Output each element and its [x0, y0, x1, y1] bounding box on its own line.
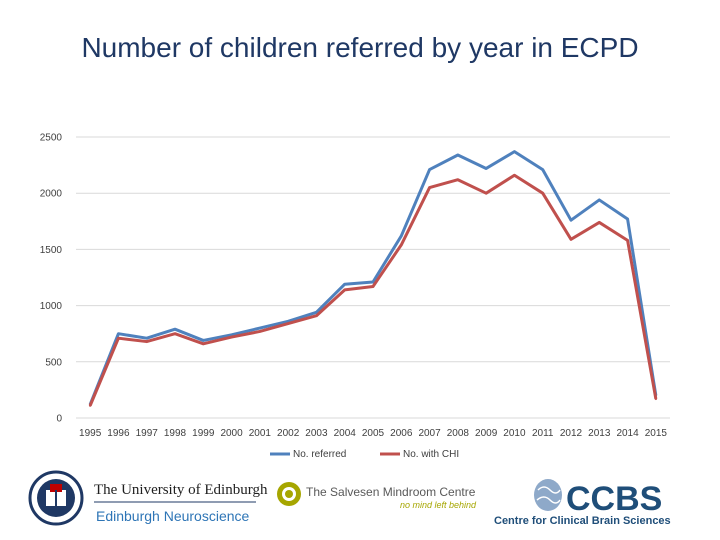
x-tick-label: 1999 [192, 428, 215, 439]
x-tick-label: 1996 [107, 428, 130, 439]
data-point [145, 340, 148, 343]
x-tick-label: 2003 [305, 428, 328, 439]
ccbs-full-name: Centre for Clinical Brain Sciences [494, 515, 671, 527]
y-tick-label: 1500 [40, 245, 63, 256]
salvesen-tagline: no mind left behind [400, 500, 477, 510]
x-tick-label: 2011 [532, 428, 554, 439]
data-point [315, 311, 318, 314]
data-point [258, 326, 262, 330]
data-point [258, 330, 262, 333]
edinburgh-crest-icon [28, 470, 84, 526]
chart-title: Number of children referred by year in E… [81, 32, 639, 63]
salvesen-logo-icon [277, 482, 301, 506]
x-tick-label: 2001 [249, 428, 272, 439]
data-point [371, 285, 375, 288]
y-tick-label: 1000 [40, 301, 63, 312]
gridlines [76, 136, 670, 419]
legend-label: No. referred [293, 449, 346, 460]
data-point [541, 168, 544, 171]
y-tick-label: 2000 [40, 189, 63, 200]
logo-strip: The University of Edinburgh Edinburgh Ne… [28, 470, 671, 527]
brain-icon [534, 479, 562, 511]
data-point [117, 336, 120, 340]
x-tick-label: 2015 [645, 428, 668, 439]
x-tick-label: 2013 [588, 428, 611, 439]
data-point [626, 217, 629, 221]
data-point [173, 332, 177, 335]
data-point [400, 243, 403, 247]
data-point [513, 174, 516, 177]
data-point [428, 168, 431, 171]
data-point [202, 339, 205, 342]
data-point [145, 336, 148, 340]
data-point [569, 218, 573, 222]
series-line-no-referred [88, 150, 658, 406]
series-lines [88, 150, 658, 407]
x-tick-label: 1995 [79, 428, 102, 439]
data-point [173, 328, 177, 331]
edinburgh-neuroscience-name: Edinburgh Neuroscience [96, 508, 250, 524]
data-point [484, 167, 488, 170]
y-tick-label: 500 [45, 357, 62, 368]
x-tick-label: 2008 [447, 428, 470, 439]
x-tick-label: 2002 [277, 428, 300, 439]
data-point [513, 150, 516, 153]
y-axis-ticks: 0 500 1000 1500 2000 2500 [40, 133, 63, 425]
data-point [230, 335, 233, 339]
data-point [598, 221, 601, 224]
edinburgh-university-name: The University of Edinburgh [94, 482, 268, 498]
ccbs-acronym: CCBS [566, 480, 662, 518]
data-point [88, 404, 92, 407]
x-tick-label: 2005 [362, 428, 385, 439]
data-point [626, 239, 629, 242]
y-tick-label: 0 [56, 414, 62, 425]
data-point [569, 238, 573, 241]
x-tick-label: 1998 [164, 428, 187, 439]
x-axis-ticks: 1995 1996 1997 1998 1999 2000 2001 2002 2003 2004… [79, 428, 667, 439]
data-point [286, 322, 290, 325]
data-point [315, 314, 318, 317]
series-line-no-with-chi [88, 173, 658, 407]
data-point [456, 153, 460, 157]
y-tick-label: 2500 [40, 133, 63, 144]
legend: No. referred No. with CHI [270, 449, 459, 460]
x-tick-label: 2012 [560, 428, 583, 439]
x-tick-label: 2009 [475, 428, 498, 439]
x-tick-label: 2010 [503, 428, 526, 439]
data-point [400, 234, 403, 238]
data-point [541, 192, 544, 195]
data-point [371, 280, 375, 284]
legend-label: No. with CHI [403, 449, 459, 460]
x-tick-label: 2014 [616, 428, 639, 439]
salvesen-name: The Salvesen Mindroom Centre [306, 485, 476, 499]
x-tick-label: 2004 [334, 428, 357, 439]
x-tick-label: 2007 [418, 428, 441, 439]
data-point [484, 192, 488, 195]
x-tick-label: 2006 [390, 428, 413, 439]
data-point [598, 198, 601, 202]
data-point [343, 288, 346, 292]
data-point [428, 186, 431, 189]
data-point [202, 342, 205, 346]
x-tick-label: 1997 [136, 428, 159, 439]
data-point [343, 283, 346, 286]
data-point [654, 397, 658, 401]
x-tick-label: 2000 [220, 428, 243, 439]
data-point [456, 178, 460, 181]
data-point [117, 332, 120, 335]
